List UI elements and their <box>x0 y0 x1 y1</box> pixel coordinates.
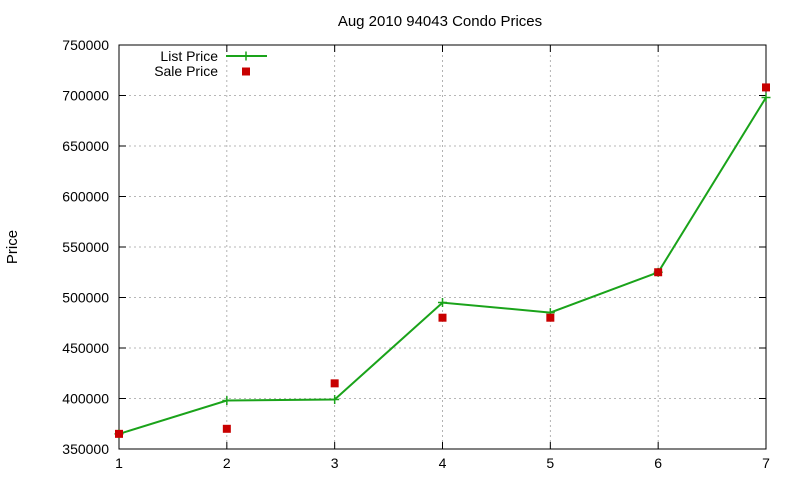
legend-marker-sale-price <box>242 67 250 76</box>
legend-marker-list-price <box>241 51 251 61</box>
y-tick-label: 450000 <box>62 340 109 356</box>
y-tick-label: 500000 <box>62 290 109 306</box>
y-tick-label: 350000 <box>62 441 109 457</box>
sale-price-point <box>438 313 447 322</box>
x-tick-label: 3 <box>331 455 339 471</box>
y-tick-label: 750000 <box>62 37 109 53</box>
x-tick-label: 5 <box>546 455 554 471</box>
y-tick-label: 650000 <box>62 138 109 154</box>
y-tick-label: 400000 <box>62 391 109 407</box>
list-price-point <box>761 93 771 103</box>
sale-price-point <box>222 424 231 433</box>
legend: List Price Sale Price <box>154 48 267 79</box>
list-price-point <box>330 395 340 405</box>
ticks: 350000 400000 450000 500000 550000 600000 6500… <box>62 37 770 471</box>
y-tick-label: 550000 <box>62 239 109 255</box>
legend-label-sale-price: Sale Price <box>154 63 218 79</box>
x-tick-label: 7 <box>762 455 770 471</box>
legend-entry-list-price: List Price <box>160 48 267 64</box>
x-tick-label: 1 <box>115 455 123 471</box>
grid <box>119 45 766 449</box>
x-tick-label: 2 <box>223 455 231 471</box>
chart-title: Aug 2010 94043 Condo Prices <box>338 13 542 30</box>
series-layer <box>114 83 771 439</box>
y-tick-label: 700000 <box>62 88 109 104</box>
x-tick-label: 6 <box>654 455 662 471</box>
list-price-point <box>222 396 232 406</box>
sale-price-point <box>546 313 555 322</box>
y-axis-label: Price <box>4 230 21 264</box>
legend-label-list-price: List Price <box>160 48 218 64</box>
legend-entry-sale-price: Sale Price <box>154 63 250 79</box>
sale-price-point <box>115 429 123 438</box>
list-price-point <box>438 298 447 308</box>
sale-price-point <box>762 83 770 92</box>
sale-price-point <box>330 379 339 388</box>
sale-price-point <box>654 268 663 277</box>
x-tick-label: 4 <box>439 455 447 471</box>
y-tick-label: 600000 <box>62 189 109 205</box>
